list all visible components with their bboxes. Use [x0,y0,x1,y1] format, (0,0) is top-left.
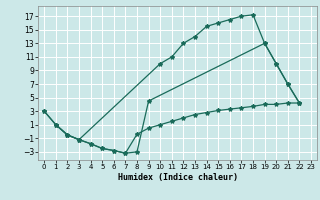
X-axis label: Humidex (Indice chaleur): Humidex (Indice chaleur) [118,173,238,182]
